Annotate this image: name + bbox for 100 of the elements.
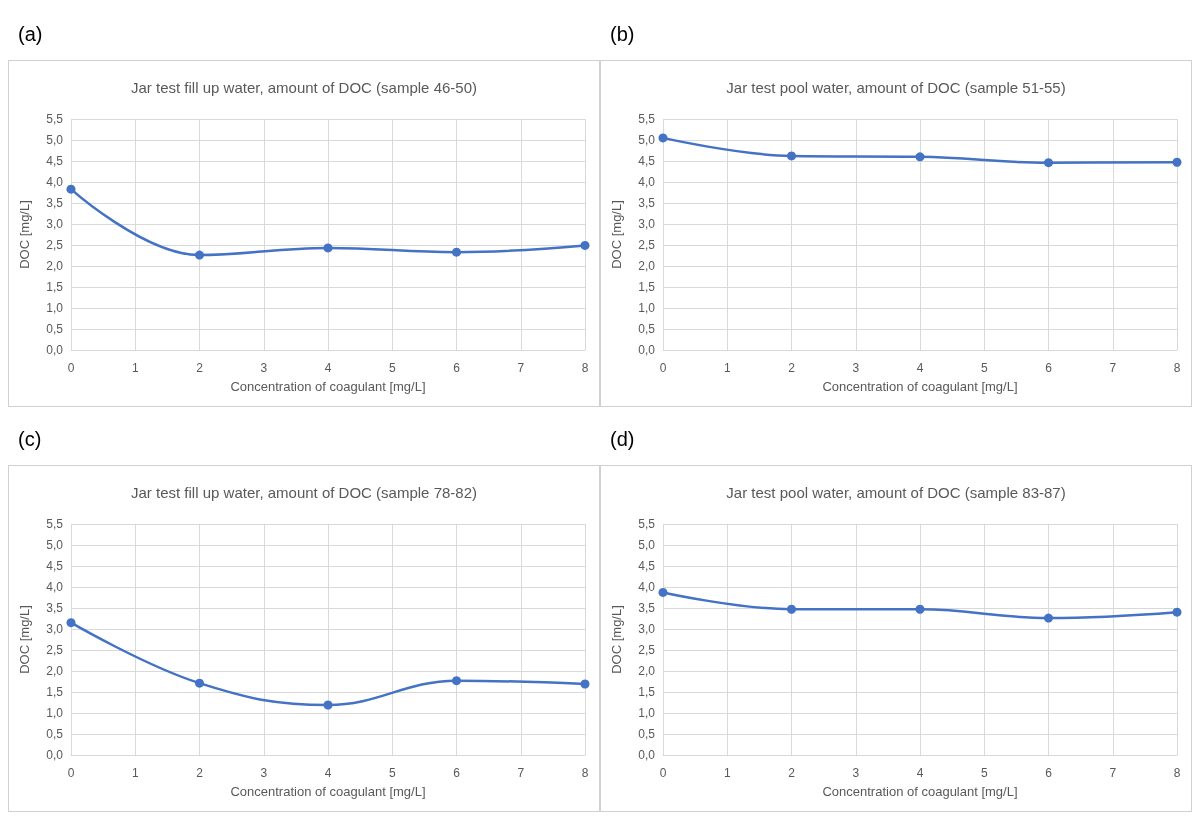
x-tick-label: 0 [67,766,75,780]
x-tick-label: 7 [1109,766,1117,780]
chart-title: Jar test fill up water, amount of DOC (sample 78-82) [131,484,477,501]
x-tick-label: 1 [131,361,139,375]
y-tick-label: 0,5 [46,322,64,336]
y-tick-label: 3,5 [638,196,656,210]
text: (a) [18,23,43,45]
x-axis-title: Concentration of coagulant [mg/L] [230,379,426,394]
x-tick-label: 6 [1045,361,1053,375]
y-tick-label: 3,0 [638,622,656,636]
y-tick-label: 4,0 [638,175,656,189]
y-tick-label: 0,5 [46,727,64,741]
y-tick-label: 5,0 [46,538,64,552]
y-axis-title: DOC [mg/L] [17,200,32,269]
point [658,587,668,597]
y-tick-label: 2,5 [638,643,656,657]
point [580,240,590,250]
x-tick-label: 2 [196,361,204,375]
point [195,250,204,260]
x-tick-label: 0 [659,361,667,375]
y-tick-label: 5,5 [46,517,64,531]
y-tick-label: 2,0 [46,664,64,678]
x-tick-label: 1 [723,766,731,780]
point [580,679,590,689]
y-tick-label: 2,5 [46,238,64,252]
x-tick-label: 3 [260,766,268,780]
x-tick-label: 6 [453,361,461,375]
y-tick-label: 1,5 [46,685,64,699]
x-axis-title: Concentration of coagulant [mg/L] [230,784,426,799]
x-tick-label: 4 [324,361,332,375]
y-axis-title: DOC [mg/L] [17,605,32,674]
y-tick-label: 5,5 [638,517,656,531]
x-tick-label: 5 [980,766,988,780]
point [658,133,668,143]
x-tick-label: 2 [788,766,796,780]
y-tick-label: 0,0 [638,748,656,762]
y-tick-label: 0,5 [638,727,656,741]
y-tick-label: 5,0 [46,133,64,147]
point [66,184,76,194]
y-tick-label: 0,0 [46,748,64,762]
text: (d) [610,428,635,450]
point [915,152,925,162]
y-tick-label: 0,5 [638,322,656,336]
y-tick-label: 5,0 [638,538,656,552]
y-tick-label: 3,5 [46,196,64,210]
x-tick-label: 4 [324,766,332,780]
x-tick-label: 3 [852,766,860,780]
y-tick-label: 1,0 [46,301,64,315]
x-tick-label: 5 [980,361,988,375]
y-tick-label: 1,5 [638,685,656,699]
point [1044,613,1053,623]
x-tick-label: 7 [517,361,525,375]
chart-title: Jar test fill up water, amount of DOC (sample 46-50) [131,79,477,96]
x-axis-title: Concentration of coagulant [mg/L] [822,379,1018,394]
y-axis-title: DOC [mg/L] [609,605,624,674]
y-tick-label: 2,0 [638,259,656,273]
text: (c) [18,428,42,450]
x-tick-label: 5 [388,361,396,375]
y-tick-label: 1,0 [46,706,64,720]
y-tick-label: 0,0 [46,343,64,357]
chart-title: Jar test pool water, amount of DOC (sample 83-87) [726,484,1066,501]
y-tick-label: 4,5 [46,154,64,168]
point [452,676,461,686]
y-tick-label: 4,5 [638,154,656,168]
y-tick-label: 5,0 [638,133,656,147]
x-tick-label: 3 [260,361,268,375]
y-tick-label: 2,0 [638,664,656,678]
point [787,151,796,161]
y-tick-label: 4,5 [638,559,656,573]
x-tick-label: 1 [723,361,731,375]
x-tick-label: 8 [581,361,589,375]
y-tick-label: 4,0 [46,580,64,594]
y-tick-label: 3,0 [638,217,656,231]
y-tick-label: 3,5 [638,601,656,615]
point [323,700,333,710]
x-tick-label: 2 [196,766,204,780]
y-tick-label: 4,0 [638,580,656,594]
y-tick-label: 3,5 [46,601,64,615]
y-tick-label: 1,5 [46,280,64,294]
x-tick-label: 1 [131,766,139,780]
y-tick-label: 0,0 [638,343,656,357]
y-tick-label: 4,5 [46,559,64,573]
y-tick-label: 1,0 [638,706,656,720]
point [787,604,796,614]
x-tick-label: 8 [1173,766,1181,780]
y-tick-label: 1,0 [638,301,656,315]
y-tick-label: 2,5 [638,238,656,252]
x-tick-label: 0 [659,766,667,780]
x-tick-label: 4 [916,766,924,780]
y-tick-label: 4,0 [46,175,64,189]
point [1172,157,1182,167]
x-tick-label: 5 [388,766,396,780]
y-tick-label: 5,5 [46,112,64,126]
x-tick-label: 2 [788,361,796,375]
point [915,604,925,614]
point [1044,158,1053,168]
y-tick-label: 5,5 [638,112,656,126]
text: (b) [610,23,635,45]
x-axis-title: Concentration of coagulant [mg/L] [822,784,1018,799]
point [1172,607,1182,617]
